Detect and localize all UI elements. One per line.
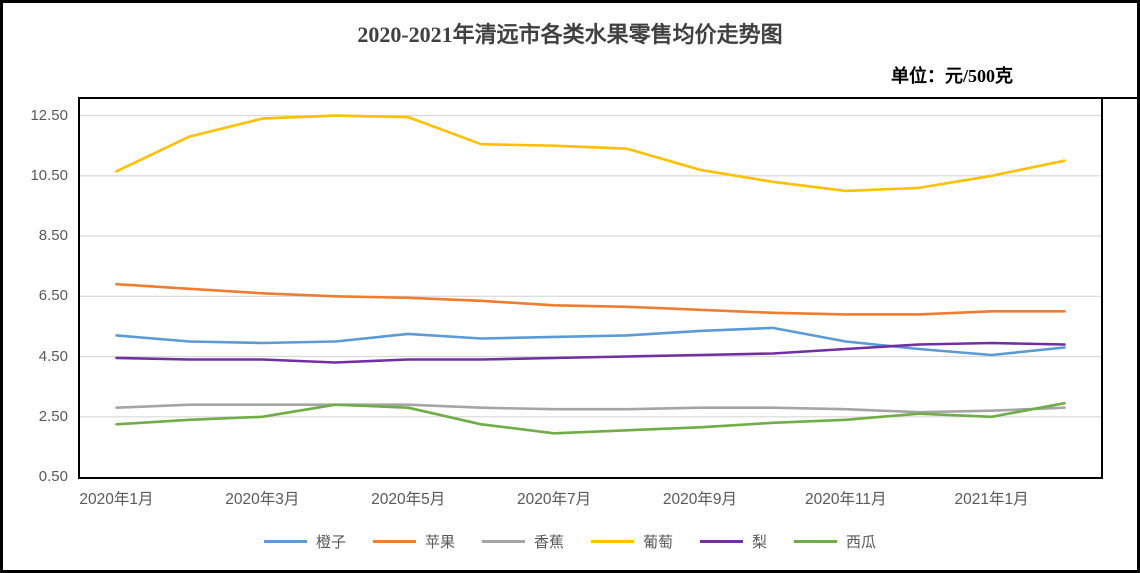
y-tick-label: 0.50 [38, 468, 68, 485]
legend-item-pear: 梨 [700, 531, 767, 552]
legend-line-icon [481, 540, 525, 543]
series-line-apple [115, 282, 1066, 316]
legend-label: 梨 [752, 534, 768, 551]
series-line-pear [115, 341, 1066, 364]
legend-line-icon [700, 540, 744, 543]
legend-line-icon [794, 540, 838, 543]
series-line-orange [115, 326, 1066, 357]
legend-label: 苹果 [424, 534, 455, 551]
y-tick-label: 6.50 [38, 287, 68, 305]
legend-item-banana: 香蕉 [481, 531, 564, 552]
plot-area [78, 97, 1103, 479]
series-line-grape [115, 114, 1066, 193]
chart-title: 2020-2021年清远市各类水果零售均价走势图 [357, 22, 783, 47]
x-tick-label: 2020年7月 [516, 491, 592, 508]
y-tick-label: 12.50 [30, 106, 68, 124]
x-tick-label: 2020年3月 [225, 491, 300, 508]
legend-label: 橙子 [315, 534, 346, 551]
legend-item-apple: 苹果 [372, 531, 455, 552]
legend-label: 葡萄 [643, 534, 674, 551]
x-tick-label: 2020年1月 [79, 491, 154, 508]
legend-label: 香蕉 [533, 534, 564, 551]
unit-label: 单位：元/500克 [890, 66, 1013, 86]
legend-item-grape: 葡萄 [591, 531, 673, 552]
y-tick-label: 4.50 [38, 347, 68, 365]
legend-line-icon [263, 540, 307, 543]
legend-line-icon [372, 540, 416, 543]
x-tick-label: 2021年1月 [954, 491, 1029, 508]
series-line-banana [115, 403, 1066, 414]
line-chart-canvas [80, 114, 1101, 435]
series-line-watermelon [115, 401, 1066, 435]
legend-label: 西瓜 [846, 534, 877, 551]
x-tick-label: 2020年9月 [662, 491, 737, 508]
y-tick-label: 2.50 [38, 407, 68, 425]
legend-item-watermelon: 西瓜 [794, 531, 876, 552]
x-tick-label: 2020年11月 [804, 491, 887, 508]
legend: 橙子 苹果 香蕉 葡萄 梨 西瓜 [0, 531, 1140, 552]
legend-item-orange: 橙子 [263, 531, 346, 552]
y-tick-label: 10.50 [30, 166, 68, 184]
y-tick-label: 8.50 [38, 227, 68, 245]
x-tick-label: 2020年5月 [371, 491, 446, 508]
legend-line-icon [591, 540, 634, 543]
